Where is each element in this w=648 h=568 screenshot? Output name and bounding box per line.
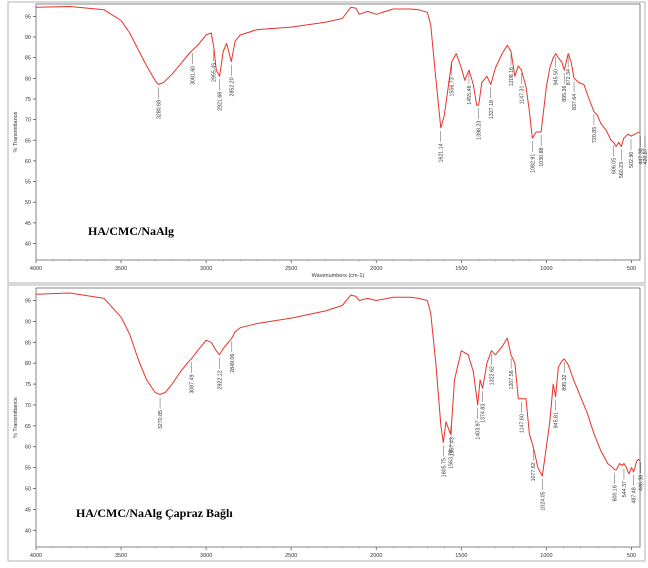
- peak-label: 1030.88: [539, 147, 545, 166]
- x-tick-label: 500: [627, 553, 636, 559]
- peak-label: 1207.56: [509, 370, 515, 389]
- peak-label: 1147.60: [519, 414, 525, 433]
- peak-label: 487.48: [632, 487, 638, 503]
- peak-label: 1605.75: [441, 458, 447, 477]
- x-tick-label: 3500: [115, 553, 127, 559]
- y-tick-label: 65: [25, 138, 31, 144]
- sample-label: HA/CMC/NaAlg Çapraz Bağlı: [76, 506, 233, 520]
- x-tick-label: 3500: [115, 266, 127, 272]
- y-tick-label: 95: [25, 299, 31, 305]
- peak-label: 1208.16: [509, 67, 515, 86]
- x-tick-label: 3000: [200, 266, 212, 272]
- x-tick-label: 4000: [30, 553, 42, 559]
- y-tick-label: 90: [25, 35, 31, 41]
- y-tick-label: 60: [25, 159, 31, 165]
- peak-label: 1024.05: [540, 491, 546, 510]
- peak-label: 895.32: [562, 374, 568, 390]
- x-tick-label: 1000: [540, 266, 552, 272]
- peak-label: 837.64: [572, 94, 578, 110]
- x-tick-label: 2500: [285, 266, 297, 272]
- spectrum-panel-1: 40 45 50 55 60 65 70 75 80 85 90 95 % Transmittance 4…: [7, 1, 648, 284]
- peak-label: 502.90: [629, 152, 635, 168]
- peak-label: 1403.97: [476, 420, 482, 439]
- y-tick-label: 80: [25, 361, 31, 367]
- peak-label: 2922.12: [217, 370, 223, 389]
- x-tick-label: 2000: [370, 553, 382, 559]
- y-tick-label: 45: [25, 507, 31, 513]
- peak-label: 872.34: [566, 69, 572, 85]
- peak-label: 1077.62: [531, 462, 537, 481]
- y-axis-label: % Transmittance: [13, 397, 19, 438]
- peak-label: 2921.68: [217, 92, 223, 111]
- y-tick-label: 50: [25, 200, 31, 206]
- peak-label: 720.85: [592, 127, 598, 143]
- peak-label: 1327.18: [489, 100, 495, 119]
- peak-label: 1557.43: [450, 437, 456, 456]
- spectrum-line: [36, 292, 640, 477]
- peak-label: 945.50: [554, 69, 560, 85]
- x-tick-label: 1500: [455, 266, 467, 272]
- plot-area: [35, 287, 641, 548]
- y-tick-label: 45: [25, 221, 31, 227]
- peak-label: 3087.49: [189, 374, 195, 393]
- y-tick-label: 55: [25, 466, 31, 472]
- peak-label: 1563.78: [449, 450, 455, 469]
- y-tick-label: 80: [25, 76, 31, 82]
- y-tick-label: 85: [25, 56, 31, 62]
- peak-label: 2849.06: [230, 354, 236, 373]
- peak-label: 1455.46: [467, 86, 473, 105]
- y-axis-label: % Transmittance: [13, 112, 19, 153]
- peak-label: 1374.83: [481, 404, 487, 423]
- peak-label: 1147.31: [519, 86, 525, 105]
- y-tick-label: 90: [25, 319, 31, 325]
- panel-frame: [7, 1, 646, 284]
- x-tick-label: 4000: [30, 266, 42, 272]
- peak-label: 2955.45: [212, 63, 218, 82]
- y-tick-label: 70: [25, 403, 31, 409]
- x-tick-label: 500: [627, 266, 636, 272]
- peak-label: 2852.20: [229, 77, 235, 96]
- y-tick-label: 85: [25, 340, 31, 346]
- x-tick-label: 2500: [285, 553, 297, 559]
- peak-label: 446.36: [639, 475, 645, 491]
- peak-label: 3081.60: [190, 66, 196, 85]
- y-tick-label: 40: [25, 241, 31, 247]
- peak-label: 3270.85: [158, 410, 164, 429]
- spectrum-panel-2: 40 45 50 55 60 65 70 75 80 85 90 95 % Transmittance 4…: [7, 284, 646, 562]
- y-tick-label: 55: [25, 180, 31, 186]
- peak-label: 447.38: [638, 148, 644, 164]
- sample-label: HA/CMC/NaAlg: [88, 224, 174, 238]
- peak-label: 1398.23: [477, 121, 483, 140]
- peak-label: 1322.62: [490, 366, 496, 385]
- peak-label: 544.37: [622, 481, 628, 497]
- peak-label: 606.05: [611, 158, 617, 174]
- x-tick-label: 1500: [455, 553, 467, 559]
- peak-label: 1621.14: [439, 143, 445, 162]
- y-tick-label: 95: [25, 14, 31, 20]
- peak-label: 945.81: [554, 412, 560, 428]
- y-tick-label: 60: [25, 445, 31, 451]
- peak-label: 895.36: [562, 86, 568, 102]
- y-tick-label: 40: [25, 528, 31, 534]
- y-tick-label: 70: [25, 118, 31, 124]
- peak-label: 1082.91: [530, 154, 536, 173]
- x-tick-label: 2000: [370, 266, 382, 272]
- peak-label: 3280.69: [156, 100, 162, 119]
- y-tick-label: 75: [25, 97, 31, 103]
- panel-frame: [7, 284, 646, 562]
- peak-label: 1556.73: [450, 77, 456, 96]
- spectrum-line: [36, 6, 640, 147]
- peak-label: 600.16: [612, 485, 618, 501]
- y-tick-label: 75: [25, 382, 31, 388]
- x-tick-label: 3000: [200, 553, 212, 559]
- peak-label: 560.23: [619, 162, 625, 178]
- peak-label: 420.87: [643, 148, 648, 164]
- x-axis-label: Wavenumbers (cm-1): [312, 273, 365, 279]
- x-tick-label: 1000: [540, 553, 552, 559]
- y-tick-label: 50: [25, 487, 31, 493]
- y-tick-label: 65: [25, 424, 31, 430]
